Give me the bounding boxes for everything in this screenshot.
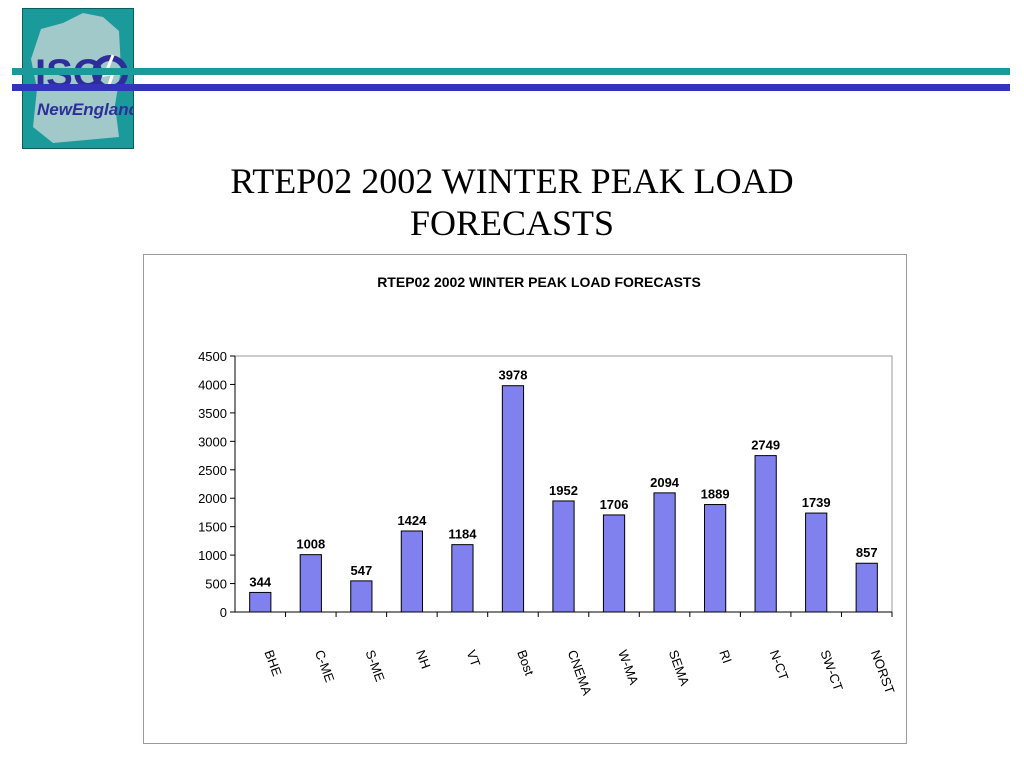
logo-text-newengland: NewEngland bbox=[37, 100, 133, 119]
x-tick-label: NORST bbox=[868, 648, 898, 696]
plot-area: 0 500 1000 1500 2000 2500 3000 3500 4000 4500 344 B… bbox=[198, 349, 898, 697]
slide-title: RTEP02 2002 WINTER PEAK LOAD FORECASTS bbox=[230, 161, 794, 243]
y-tick-label: 3500 bbox=[198, 406, 227, 421]
data-label: 3978 bbox=[499, 368, 528, 383]
bar-n-ct bbox=[754, 455, 777, 613]
chart-frame: RTEP02 2002 WINTER PEAK LOAD FORECASTS 0… bbox=[143, 254, 907, 744]
x-tick-label: BHE bbox=[261, 648, 284, 679]
bar-c-me bbox=[299, 554, 322, 613]
bar-w-ma bbox=[602, 514, 626, 613]
data-label: 1889 bbox=[701, 487, 730, 502]
x-tick-label: W-MA bbox=[615, 648, 641, 687]
data-label: 1706 bbox=[600, 497, 629, 512]
bar-chart: RTEP02 2002 WINTER PEAK LOAD FORECASTS 0… bbox=[198, 274, 898, 697]
iso-new-england-logo: ISO NewEngland bbox=[22, 8, 134, 149]
y-tick-label: 500 bbox=[205, 577, 227, 592]
bar-cnema bbox=[552, 500, 575, 613]
data-label: 2094 bbox=[650, 475, 680, 490]
data-label: 1184 bbox=[448, 527, 477, 542]
y-tick-label: 4000 bbox=[198, 377, 227, 392]
x-tick-label: SEMA bbox=[666, 648, 693, 688]
x-tick-label: Bost bbox=[514, 648, 537, 678]
data-label: 1952 bbox=[549, 483, 578, 498]
bar-bost bbox=[501, 385, 525, 613]
header-rule-blue bbox=[12, 84, 1010, 91]
bar-s-me bbox=[350, 580, 373, 613]
x-tick-label: C-ME bbox=[312, 648, 338, 685]
data-label: 857 bbox=[856, 545, 878, 560]
bar-nh bbox=[400, 530, 423, 613]
bar-norst bbox=[855, 562, 878, 613]
x-tick-label: S-ME bbox=[363, 648, 388, 684]
data-label: 1739 bbox=[802, 495, 831, 510]
x-tick-label: SW-CT bbox=[817, 648, 846, 693]
y-tick-label: 1500 bbox=[198, 520, 227, 535]
x-tick-label: CNEMA bbox=[565, 648, 595, 698]
y-tick-label: 3000 bbox=[198, 434, 227, 449]
y-tick-label: 0 bbox=[220, 605, 227, 620]
x-tick-label: RI bbox=[716, 648, 735, 665]
chart-title: RTEP02 2002 WINTER PEAK LOAD FORECASTS bbox=[377, 274, 701, 290]
data-label: 2749 bbox=[751, 438, 780, 453]
bar-vt bbox=[451, 544, 474, 613]
data-label: 1008 bbox=[296, 537, 325, 552]
x-tick-label: VT bbox=[464, 648, 484, 669]
data-label: 547 bbox=[350, 563, 372, 578]
y-tick-label: 2000 bbox=[198, 491, 227, 506]
bar-sema bbox=[653, 492, 676, 613]
bar-ri bbox=[704, 504, 727, 613]
y-tick-label: 1000 bbox=[198, 548, 227, 563]
data-label: 344 bbox=[249, 574, 271, 589]
bar-bhe bbox=[249, 591, 272, 613]
header-rule-teal bbox=[12, 68, 1010, 75]
x-tick-label: N-CT bbox=[767, 648, 792, 682]
y-tick-label: 2500 bbox=[198, 463, 227, 478]
bar-sw-ct bbox=[805, 512, 828, 613]
y-tick-label: 4500 bbox=[198, 349, 227, 364]
data-label: 1424 bbox=[397, 513, 427, 528]
x-tick-label: NH bbox=[413, 648, 434, 671]
